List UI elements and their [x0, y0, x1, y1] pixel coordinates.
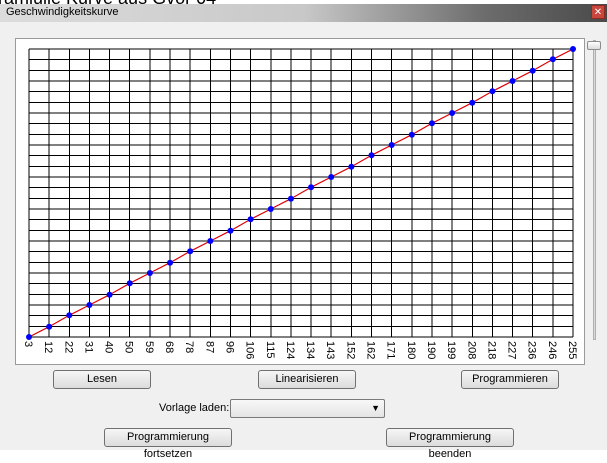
speed-curve-window: Geschwindigkeitskurve ✕ 3 12 22 31 40 50 59 68 7…	[0, 4, 607, 460]
x-tick-label: 152	[344, 341, 356, 359]
x-tick-label: 68	[163, 341, 175, 353]
programmierung-beenden-button[interactable]: Programmierung beenden	[386, 428, 514, 460]
title-bar: Geschwindigkeitskurve ✕	[0, 4, 607, 22]
x-tick-label: 12	[42, 341, 54, 353]
curve-point[interactable]	[570, 46, 576, 52]
x-tick-label: 236	[526, 341, 538, 359]
x-tick-label: 208	[465, 341, 477, 359]
x-tick-label: 59	[143, 341, 155, 353]
curve-point[interactable]	[26, 334, 32, 340]
programmieren-button[interactable]: Programmieren	[461, 370, 559, 389]
x-tick-label: 246	[546, 341, 558, 359]
close-button[interactable]: ✕	[591, 5, 605, 19]
x-tick-label: 22	[62, 341, 74, 353]
curve-point[interactable]	[428, 120, 435, 127]
curve-point[interactable]	[86, 302, 93, 308]
x-tick-label: 180	[405, 341, 417, 359]
curve-point[interactable]	[449, 110, 456, 116]
x-tick-label: 3	[22, 341, 34, 347]
curve-line	[28, 48, 574, 338]
curve-point[interactable]	[187, 248, 194, 255]
curve-point[interactable]	[368, 152, 375, 159]
x-tick-label: 96	[223, 341, 235, 353]
curve-point[interactable]	[146, 270, 153, 276]
curve-point[interactable]	[46, 323, 53, 330]
curve-point[interactable]	[348, 163, 355, 170]
dropdown-arrow-icon: ▼	[371, 403, 380, 413]
curve-chart-frame: 3 12 22 31 40 50 59 68 78 87 96 106 115 124 134 143 152 1…	[15, 38, 585, 365]
curve-point[interactable]	[308, 184, 315, 191]
curve-point[interactable]	[126, 280, 133, 287]
curve-point[interactable]	[509, 78, 516, 84]
x-tick-label: 40	[103, 341, 115, 353]
linearisieren-button[interactable]: Linearisieren	[258, 370, 356, 389]
x-tick-label: 50	[123, 341, 135, 353]
curve-point[interactable]	[489, 88, 496, 95]
curve-point[interactable]	[207, 238, 214, 244]
x-tick-label: 199	[445, 341, 457, 359]
x-tick-label: 255	[566, 341, 578, 359]
curve-point[interactable]	[408, 131, 415, 138]
curve-point[interactable]	[549, 56, 556, 63]
x-tick-label: 115	[264, 341, 276, 359]
programmierung-fortsetzen-button[interactable]: Programmierung fortsetzen	[104, 428, 232, 460]
vorlage-label: Vorlage laden:	[159, 402, 230, 414]
x-tick-label: 227	[506, 341, 518, 359]
x-tick-label: 162	[365, 341, 377, 359]
x-tick-label: 78	[183, 341, 195, 353]
vertical-slider-thumb[interactable]	[587, 41, 601, 50]
curve-point[interactable]	[227, 227, 234, 234]
x-tick-label: 106	[244, 341, 256, 359]
window-title: Geschwindigkeitskurve	[6, 6, 119, 18]
curve-point[interactable]	[529, 67, 536, 74]
speed-curve-chart[interactable]: 3 12 22 31 40 50 59 68 78 87 96 106 115 124 134 143 152 1…	[16, 39, 584, 364]
x-tick-label: 190	[425, 341, 437, 359]
curve-point[interactable]	[388, 142, 395, 148]
curve-point[interactable]	[167, 259, 174, 266]
curve-point[interactable]	[106, 291, 113, 298]
curve-point[interactable]	[328, 174, 335, 180]
x-tick-label: 134	[304, 341, 316, 359]
curve-point[interactable]	[469, 99, 476, 106]
x-tick-label: 124	[284, 341, 296, 359]
lesen-button[interactable]: Lesen	[53, 370, 151, 389]
x-tick-label: 171	[385, 341, 397, 359]
curve-point[interactable]	[267, 206, 274, 212]
curve-point[interactable]	[66, 312, 73, 319]
x-tick-label: 31	[82, 341, 94, 353]
vorlage-select[interactable]: ▼	[230, 399, 385, 418]
curve-point[interactable]	[247, 216, 254, 223]
x-tick-label: 143	[324, 341, 336, 359]
x-tick-label: 87	[203, 341, 215, 353]
x-tick-label: 218	[485, 341, 497, 359]
curve-point[interactable]	[287, 195, 294, 202]
vertical-slider-track[interactable]	[593, 40, 596, 340]
close-icon: ✕	[593, 7, 603, 18]
